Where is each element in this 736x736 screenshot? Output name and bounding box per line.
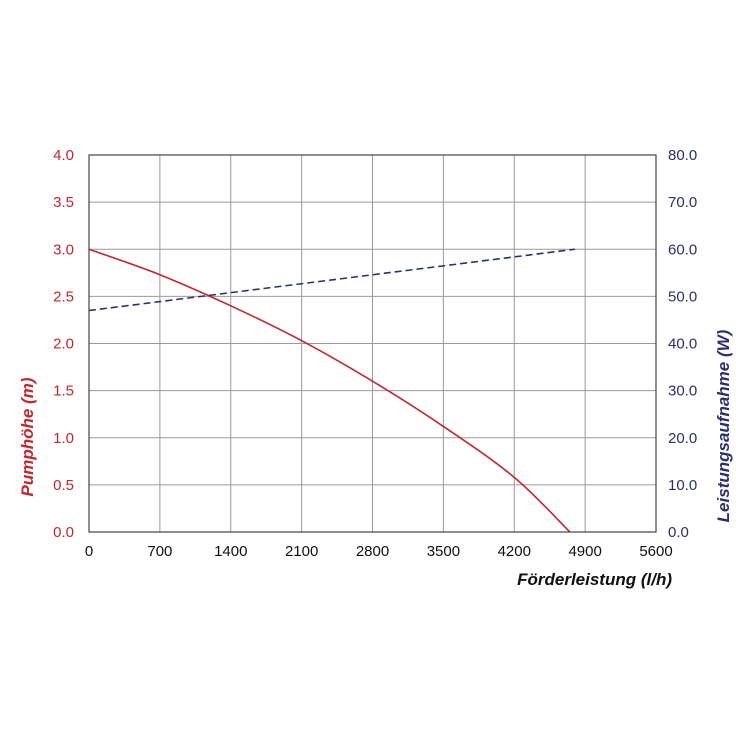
right-y-tick-label: 60.0 <box>668 241 697 258</box>
right-y-tick-label: 20.0 <box>668 430 697 447</box>
right-y-tick-label: 10.0 <box>668 477 697 494</box>
right-y-tick-label: 30.0 <box>668 383 697 400</box>
x-tick-label: 5600 <box>639 543 672 560</box>
left-y-tick-label: 2.5 <box>53 288 74 305</box>
pump-height-line <box>88 248 571 533</box>
right-y-tick-label: 70.0 <box>668 194 697 211</box>
x-tick-label: 0 <box>85 543 93 560</box>
left-y-tick-label: 1.5 <box>53 383 74 400</box>
series-layer <box>88 248 576 533</box>
x-tick-label: 4200 <box>498 543 531 560</box>
left-y-tick-label: 2.0 <box>53 336 74 353</box>
x-tick-label: 4900 <box>568 543 601 560</box>
right-y-tick-label: 80.0 <box>668 147 697 164</box>
x-axis-title: Förderleistung (l/h) <box>517 570 672 589</box>
right-y-tick-label: 40.0 <box>668 336 697 353</box>
left-y-tick-label: 1.0 <box>53 430 74 447</box>
tick-labels: 0 700 1400 2100 2800 3500 4200 4900 5600 0.0 0.5 1.… <box>53 147 697 560</box>
x-tick-label: 2100 <box>285 543 318 560</box>
right-y-tick-label: 0.0 <box>668 524 689 541</box>
plot-frame <box>88 154 657 533</box>
x-tick-label: 1400 <box>214 543 247 560</box>
left-y-tick-label: 3.0 <box>53 241 74 258</box>
x-tick-label: 2800 <box>356 543 389 560</box>
left-y-tick-label: 4.0 <box>53 147 74 164</box>
right-axis-title: Leistungsaufnahme (W) <box>714 329 733 522</box>
right-y-tick-label: 50.0 <box>668 288 697 305</box>
grid-lines <box>88 154 657 533</box>
left-y-tick-label: 0.0 <box>53 524 74 541</box>
x-tick-label: 3500 <box>427 543 460 560</box>
left-y-tick-label: 0.5 <box>53 477 74 494</box>
power-consumption-line <box>88 248 576 312</box>
left-axis-title: Pumphöhe (m) <box>18 377 37 496</box>
x-tick-label: 700 <box>147 543 172 560</box>
left-y-tick-label: 3.5 <box>53 194 74 211</box>
